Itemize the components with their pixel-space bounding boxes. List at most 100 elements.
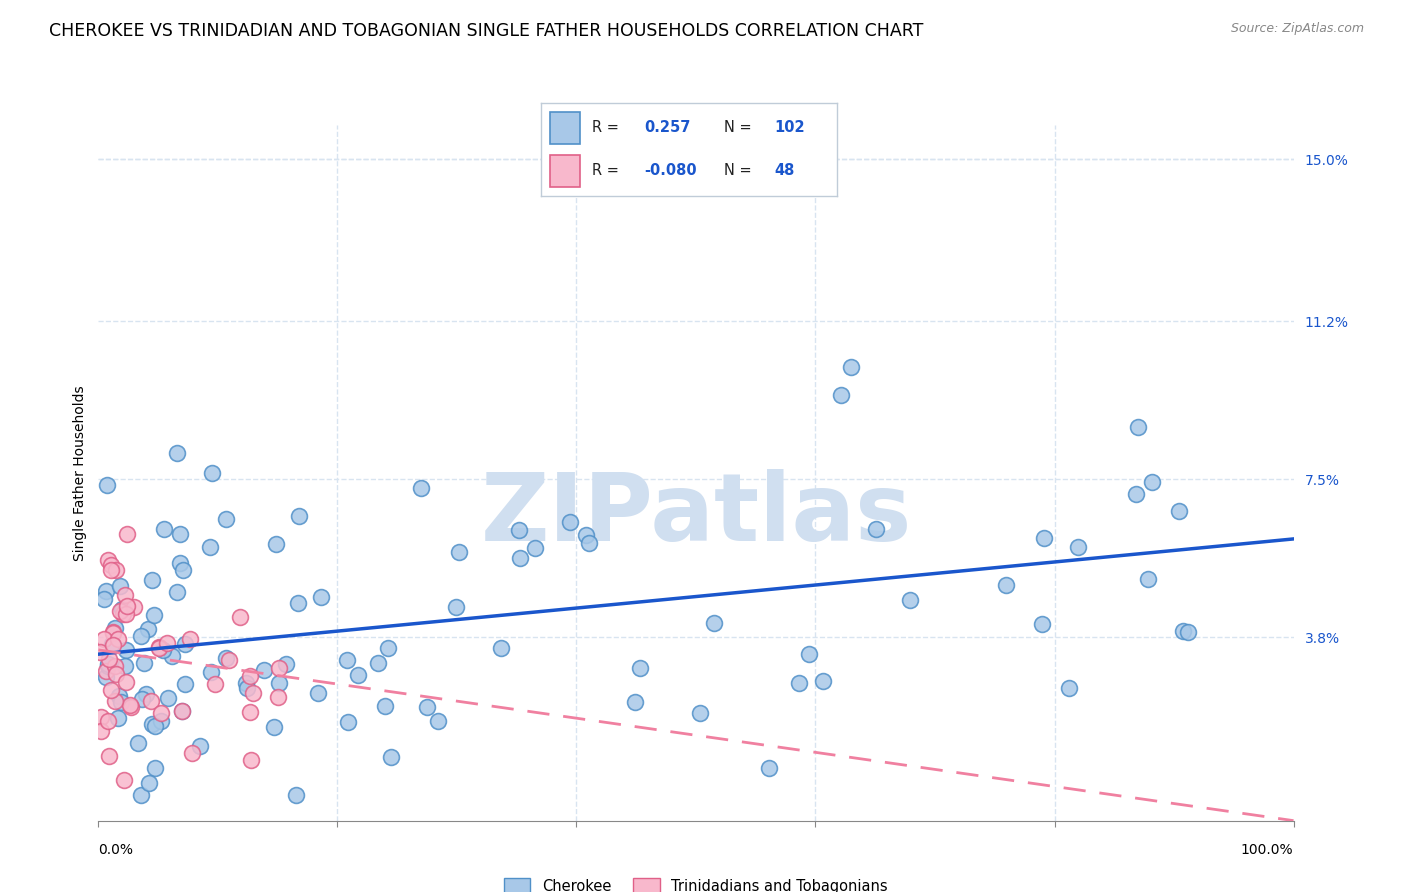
- Point: [148, 640, 170, 654]
- Point: [1059, 681, 1081, 696]
- Point: [157, 691, 180, 706]
- Point: [830, 388, 852, 402]
- Point: [152, 643, 174, 657]
- Point: [218, 653, 240, 667]
- Point: [172, 704, 194, 718]
- Point: [813, 674, 835, 689]
- Point: [90, 709, 112, 723]
- Point: [108, 690, 131, 704]
- Point: [96, 664, 118, 678]
- Point: [153, 522, 176, 536]
- Point: [143, 762, 166, 776]
- Point: [136, 622, 159, 636]
- Text: R =: R =: [592, 163, 619, 178]
- Point: [111, 607, 134, 621]
- Point: [288, 509, 311, 524]
- Point: [104, 694, 127, 708]
- Point: [200, 665, 222, 680]
- Point: [264, 537, 287, 551]
- Point: [347, 667, 370, 681]
- Text: 0.257: 0.257: [645, 120, 690, 136]
- Point: [94, 584, 117, 599]
- Point: [578, 536, 600, 550]
- Point: [101, 625, 124, 640]
- Text: 100.0%: 100.0%: [1241, 843, 1294, 857]
- Point: [169, 556, 191, 570]
- Point: [1031, 616, 1053, 631]
- Point: [98, 748, 121, 763]
- Point: [263, 720, 285, 734]
- Point: [416, 699, 439, 714]
- Point: [156, 636, 179, 650]
- Point: [444, 599, 467, 614]
- Point: [1137, 572, 1160, 586]
- Point: [787, 676, 810, 690]
- FancyBboxPatch shape: [550, 155, 579, 187]
- Point: [1167, 504, 1189, 518]
- Point: [427, 714, 450, 728]
- Point: [309, 590, 332, 604]
- Point: [97, 714, 120, 729]
- Text: Source: ZipAtlas.com: Source: ZipAtlas.com: [1230, 22, 1364, 36]
- Text: R =: R =: [592, 120, 619, 136]
- Point: [104, 666, 127, 681]
- Point: [201, 467, 224, 481]
- Point: [181, 746, 204, 760]
- Point: [198, 540, 221, 554]
- Point: [235, 676, 257, 690]
- Point: [284, 788, 307, 802]
- Point: [93, 632, 115, 646]
- Point: [287, 596, 309, 610]
- Point: [112, 772, 135, 787]
- Point: [1125, 486, 1147, 500]
- Point: [111, 601, 134, 615]
- Point: [689, 706, 711, 720]
- Point: [94, 670, 117, 684]
- Point: [138, 776, 160, 790]
- Point: [267, 661, 290, 675]
- Point: [141, 716, 163, 731]
- Text: 0.0%: 0.0%: [98, 843, 134, 857]
- Point: [239, 669, 262, 683]
- Point: [1177, 624, 1199, 639]
- Point: [100, 682, 122, 697]
- Point: [229, 610, 252, 624]
- Point: [169, 527, 191, 541]
- Point: [114, 659, 136, 673]
- Point: [104, 659, 127, 673]
- Point: [101, 638, 124, 652]
- Point: [114, 588, 136, 602]
- Point: [110, 695, 132, 709]
- Point: [143, 719, 166, 733]
- Text: ZIPatlas: ZIPatlas: [481, 468, 911, 560]
- Point: [173, 636, 195, 650]
- Point: [107, 711, 129, 725]
- Point: [122, 600, 145, 615]
- Point: [377, 640, 399, 655]
- Point: [797, 647, 820, 661]
- Point: [267, 676, 290, 690]
- Point: [115, 527, 138, 541]
- Point: [160, 648, 183, 663]
- Point: [141, 573, 163, 587]
- Point: [1128, 419, 1150, 434]
- Point: [575, 527, 598, 541]
- Point: [97, 651, 120, 665]
- Point: [107, 632, 129, 647]
- Point: [131, 692, 153, 706]
- Point: [188, 739, 211, 753]
- Point: [336, 653, 359, 667]
- Point: [274, 657, 297, 671]
- Point: [129, 788, 152, 802]
- Point: [703, 616, 725, 631]
- Point: [1066, 540, 1088, 554]
- Point: [491, 640, 513, 655]
- Y-axis label: Single Father Households: Single Father Households: [73, 385, 87, 560]
- Point: [235, 681, 257, 695]
- Point: [134, 656, 156, 670]
- Point: [100, 563, 122, 577]
- Point: [839, 359, 862, 374]
- Point: [115, 643, 138, 657]
- Text: -0.080: -0.080: [645, 163, 697, 178]
- Point: [96, 478, 118, 492]
